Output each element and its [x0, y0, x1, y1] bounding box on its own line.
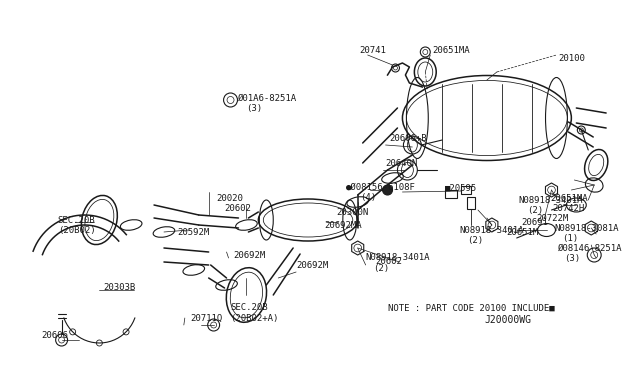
Text: Ø01A6-8251A: Ø01A6-8251A: [239, 93, 298, 103]
Text: 20602: 20602: [225, 203, 252, 212]
Text: (4): (4): [360, 192, 376, 202]
Text: 20602: 20602: [376, 257, 403, 266]
Text: 20606+B: 20606+B: [390, 134, 427, 142]
Text: 20741: 20741: [360, 45, 387, 55]
Text: NOTE : PART CODE 20100 INCLUDE■: NOTE : PART CODE 20100 INCLUDE■: [388, 304, 554, 312]
Text: (3): (3): [564, 253, 580, 263]
Text: 20711Q: 20711Q: [191, 314, 223, 323]
Text: (20B02): (20B02): [58, 225, 95, 234]
Text: (1): (1): [563, 234, 579, 243]
Text: 20692MA: 20692MA: [324, 221, 362, 230]
Text: (2): (2): [527, 205, 543, 215]
Text: (3): (3): [246, 103, 262, 112]
Text: N08918-3081A: N08918-3081A: [554, 224, 619, 232]
Text: (2): (2): [467, 235, 483, 244]
Text: ■20595: ■20595: [445, 183, 477, 192]
Text: 20722M: 20722M: [536, 214, 569, 222]
Text: N08918-3401A: N08918-3401A: [518, 196, 583, 205]
Text: (20B02+A): (20B02+A): [230, 314, 279, 323]
Text: 20300N: 20300N: [336, 208, 368, 217]
Text: 20692M: 20692M: [296, 260, 328, 269]
Text: 20020: 20020: [216, 193, 243, 202]
Text: ●Ø08156-6108F: ●Ø08156-6108F: [346, 183, 415, 192]
Text: 20651M: 20651M: [507, 228, 539, 237]
Text: (2): (2): [374, 263, 390, 273]
Text: 20100: 20100: [559, 54, 586, 62]
Text: 20592M: 20592M: [177, 228, 209, 237]
Text: N08918-3401A: N08918-3401A: [459, 225, 524, 234]
Text: 20651MA: 20651MA: [432, 45, 470, 55]
Text: N08918-3401A: N08918-3401A: [365, 253, 430, 263]
Text: Ø08146-8251A: Ø08146-8251A: [559, 244, 623, 253]
Text: 20303B: 20303B: [103, 283, 136, 292]
Text: J20000WG: J20000WG: [485, 315, 532, 325]
Text: 20692M: 20692M: [234, 250, 266, 260]
Text: 20742H: 20742H: [552, 203, 585, 212]
Text: 20640N: 20640N: [385, 158, 418, 167]
Text: 20651MA: 20651MA: [550, 193, 588, 202]
Text: SEC.20B: SEC.20B: [58, 215, 95, 224]
Text: 20691: 20691: [522, 218, 548, 227]
Text: 20606: 20606: [42, 330, 68, 340]
Text: SEC.20B: SEC.20B: [230, 304, 268, 312]
Circle shape: [383, 185, 392, 195]
